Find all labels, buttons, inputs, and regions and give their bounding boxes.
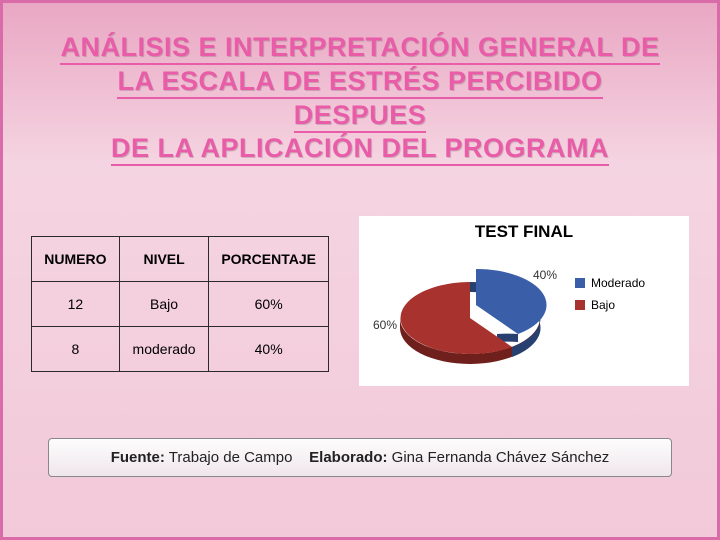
legend-item-bajo: Bajo — [575, 298, 683, 312]
title-line-2: LA ESCALA DE ESTRÉS PERCIBIDO DESPUES — [117, 66, 602, 133]
footer-box: Fuente: Trabajo de Campo Elaborado: Gina… — [48, 438, 672, 477]
chart-title: TEST FINAL — [365, 222, 683, 242]
pie-chart: TEST FINAL 60% — [359, 216, 689, 386]
chart-legend: Moderado Bajo — [575, 246, 683, 376]
cell: moderado — [119, 327, 209, 372]
pie-label-bajo: 60% — [373, 318, 397, 332]
fuente-label: Fuente: — [111, 449, 165, 466]
content-area: NUMERO NIVEL PORCENTAJE 12 Bajo 60% 8 mo… — [3, 176, 717, 386]
legend-label-moderado: Moderado — [591, 276, 645, 290]
table-body: 12 Bajo 60% 8 moderado 40% — [32, 282, 329, 372]
cell: 12 — [32, 282, 120, 327]
table-row: 12 Bajo 60% — [32, 282, 329, 327]
pie-label-moderado: 40% — [533, 268, 557, 282]
title-line-1: ANÁLISIS E INTERPRETACIÓN GENERAL DE — [60, 32, 659, 65]
legend-item-moderado: Moderado — [575, 276, 683, 290]
elaborado-label: Elaborado: — [309, 449, 387, 466]
legend-swatch-moderado — [575, 278, 585, 288]
col-nivel: NIVEL — [119, 237, 209, 282]
pie-area: 60% 40% — [365, 246, 575, 376]
cell: 40% — [209, 327, 329, 372]
page-title: ANÁLISIS E INTERPRETACIÓN GENERAL DE LA … — [3, 3, 717, 176]
pie-svg — [365, 246, 575, 376]
table-row: 8 moderado 40% — [32, 327, 329, 372]
cell: 60% — [209, 282, 329, 327]
col-porcentaje: PORCENTAJE — [209, 237, 329, 282]
col-numero: NUMERO — [32, 237, 120, 282]
table-header-row: NUMERO NIVEL PORCENTAJE — [32, 237, 329, 282]
footer: Fuente: Trabajo de Campo Elaborado: Gina… — [3, 438, 717, 477]
elaborado-text: Gina Fernanda Chávez Sánchez — [392, 449, 610, 466]
title-line-3: DE LA APLICACIÓN DEL PROGRAMA — [111, 133, 609, 166]
cell: 8 — [32, 327, 120, 372]
chart-body: 60% 40% Moderado Bajo — [365, 246, 683, 376]
slide: ANÁLISIS E INTERPRETACIÓN GENERAL DE LA … — [0, 0, 720, 540]
data-table: NUMERO NIVEL PORCENTAJE 12 Bajo 60% 8 mo… — [31, 236, 329, 372]
fuente-text: Trabajo de Campo — [169, 449, 293, 466]
cell: Bajo — [119, 282, 209, 327]
legend-swatch-bajo — [575, 300, 585, 310]
legend-label-bajo: Bajo — [591, 298, 615, 312]
